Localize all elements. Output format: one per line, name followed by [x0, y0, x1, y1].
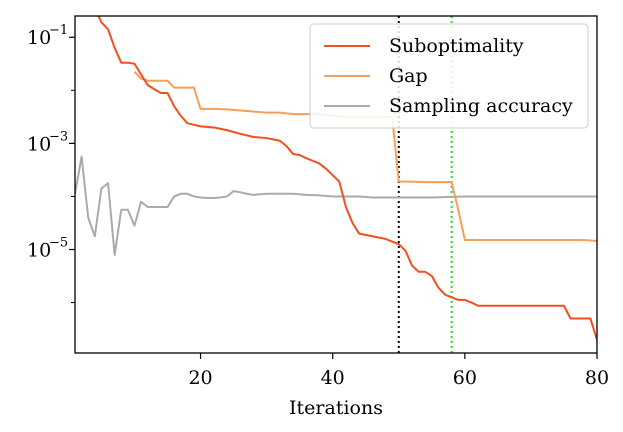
legend-label-gap: Gap	[389, 65, 428, 87]
x-tick-label: 80	[585, 367, 609, 389]
x-tick-label: 60	[453, 367, 477, 389]
legend-label-suboptimality: Suboptimality	[389, 35, 524, 57]
y-tick-exponent: −5	[49, 236, 68, 251]
x-tick-label: 40	[321, 367, 345, 389]
y-tick-exponent: −3	[49, 129, 68, 144]
y-tick-label: 10	[27, 133, 51, 155]
legend-label-sampling-accuracy: Sampling accuracy	[389, 95, 573, 117]
x-axis-label: Iterations	[289, 397, 383, 419]
x-axis: 20 40 60 80	[188, 353, 609, 389]
legend: Suboptimality Gap Sampling accuracy	[309, 23, 589, 129]
y-tick-exponent: −1	[49, 23, 68, 38]
series-line-sampling-accuracy	[75, 155, 597, 256]
y-axis: 10−110−310−5	[27, 23, 75, 304]
series-line-suboptimality	[97, 16, 597, 341]
legend-box	[309, 23, 589, 129]
plot-frame	[74, 15, 598, 354]
y-tick-label: 10	[27, 240, 51, 262]
x-tick-label: 20	[188, 367, 212, 389]
y-tick-label: 10	[27, 27, 51, 49]
